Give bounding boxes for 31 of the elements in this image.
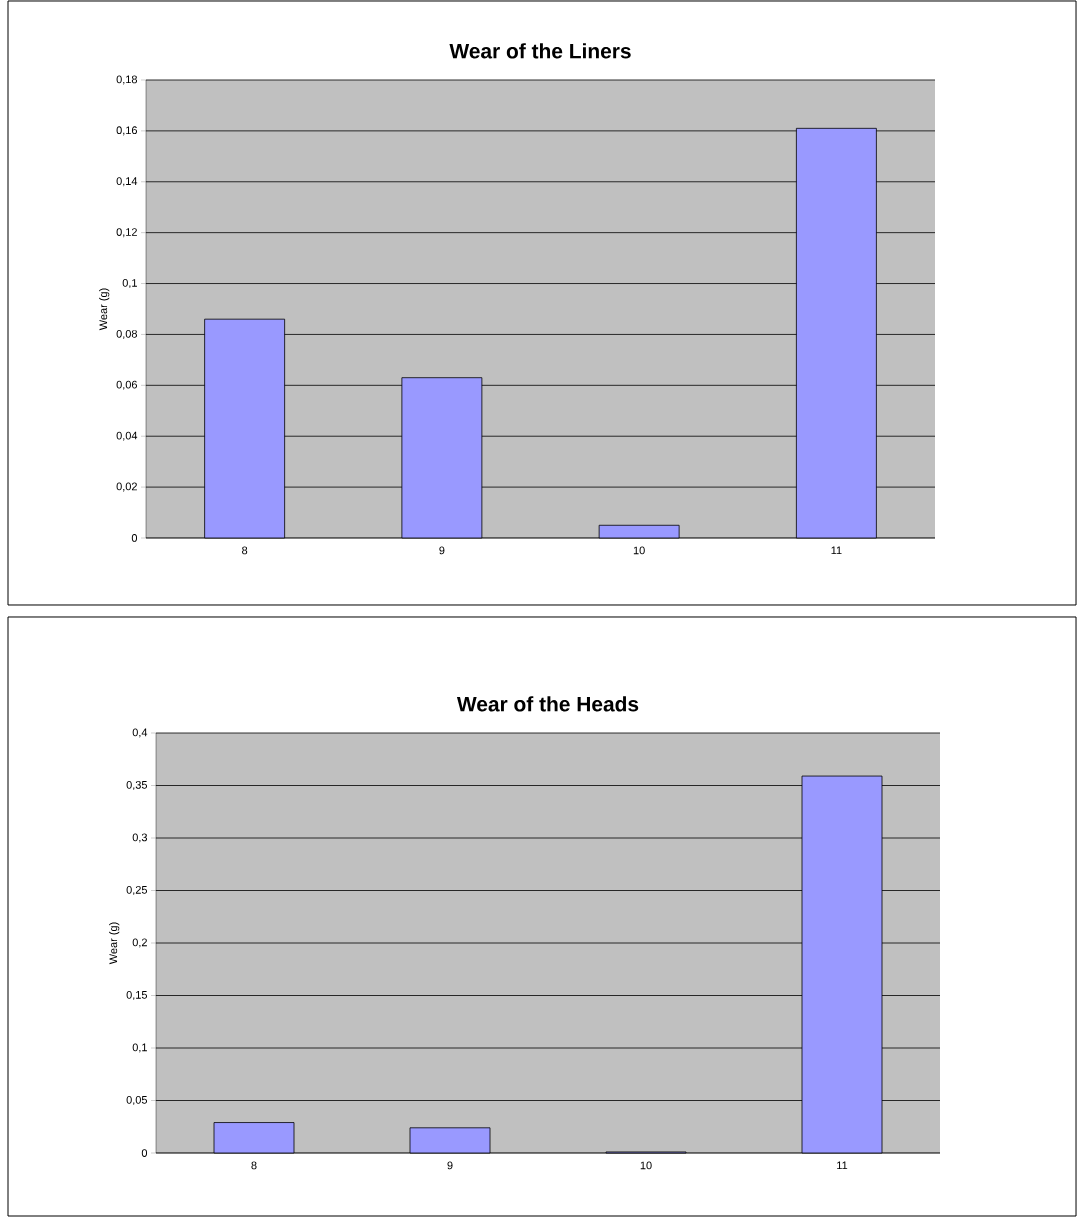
y-tick-label: 0 [141,1149,148,1157]
chart-title: Wear of the Heads [456,696,639,712]
y-tick-label: 0,25 [126,885,148,896]
y-tick-label: 0,04 [116,431,138,441]
y-tick-label: 0,1 [132,1043,147,1053]
y-tick-label: 0,4 [132,728,148,738]
y-tick-label: 0,08 [116,329,137,339]
x-tick-label: 11 [837,1161,848,1170]
y-tick-label: 0,3 [132,833,147,843]
y-tick-label: 0,2 [132,938,147,948]
y-tick-label: 0,15 [126,990,148,1001]
y-tick-label: 0,16 [116,126,137,136]
y-tick-label: 0,05 [126,1095,148,1106]
x-tick-label: 11 [831,546,842,555]
y-tick-label: 0,35 [126,780,148,791]
y-tick-label: 0 [131,534,138,542]
x-tick-label: 9 [439,546,445,555]
y-tick-label: 0,18 [116,75,137,85]
chart-title: Wear of the Liners [449,43,631,59]
x-tick-label: 9 [447,1161,453,1170]
y-tick-label: 0,1 [122,279,137,289]
x-tick-label: 10 [633,546,645,555]
x-tick-label: 8 [242,546,248,555]
x-tick-label: 8 [251,1161,257,1170]
y-tick-label: 0,12 [116,228,137,238]
y-axis-title: Wear (g) [99,288,110,331]
y-tick-label: 0,02 [116,482,137,492]
x-tick-label: 10 [640,1161,652,1170]
y-tick-label: 0,06 [116,380,137,390]
y-axis-title: Wear (g) [109,922,120,965]
y-tick-label: 0,14 [116,177,138,187]
